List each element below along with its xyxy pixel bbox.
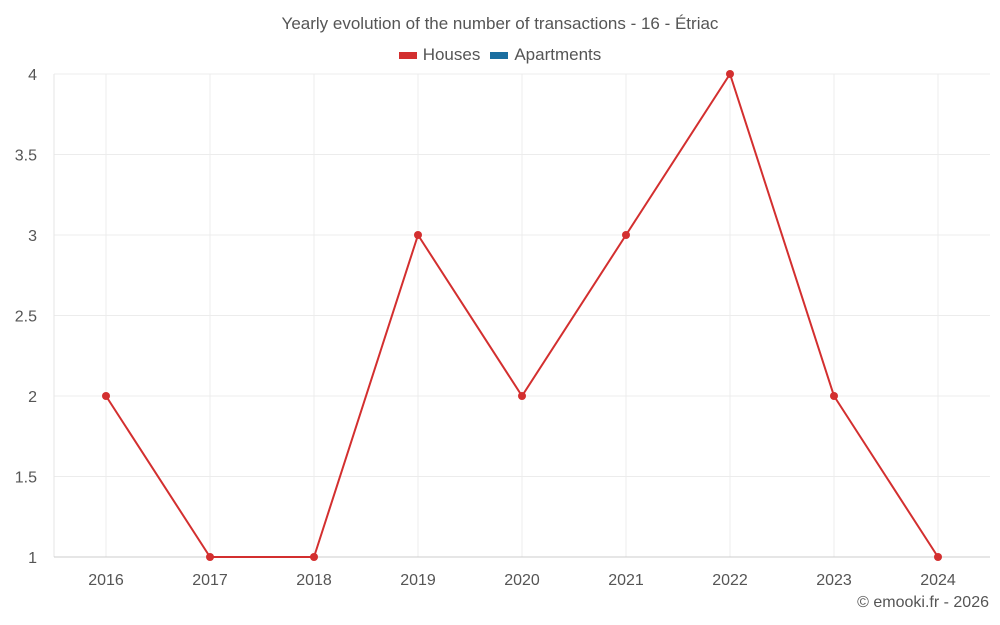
x-tick-label: 2021 (608, 572, 644, 589)
y-tick-label: 3 (28, 228, 37, 245)
y-tick-label: 3.5 (15, 148, 37, 165)
x-tick-label: 2023 (816, 572, 852, 589)
x-tick-label: 2017 (192, 572, 228, 589)
x-tick-label: 2018 (296, 572, 332, 589)
data-point (206, 553, 214, 561)
legend-label-apartments: Apartments (514, 45, 602, 64)
data-point (102, 392, 110, 400)
legend: Houses Apartments (0, 45, 1000, 65)
data-point (310, 553, 318, 561)
data-point (518, 392, 526, 400)
x-tick-label: 2022 (712, 572, 748, 589)
x-tick-label: 2019 (400, 572, 436, 589)
y-tick-label: 2.5 (15, 309, 37, 326)
data-point (830, 392, 838, 400)
chart-title: Yearly evolution of the number of transa… (281, 14, 719, 33)
x-tick-label: 2020 (504, 572, 540, 589)
legend-swatch-houses (398, 51, 417, 59)
x-tick-label: 2024 (920, 572, 956, 589)
y-tick-label: 4 (28, 67, 37, 84)
y-tick-label: 1.5 (15, 470, 37, 487)
credit-text: © emooki.fr - 2026 (857, 594, 989, 611)
legend-swatch-apartments (490, 51, 509, 59)
data-point (622, 231, 630, 239)
y-tick-label: 2 (28, 389, 37, 406)
x-tick-label: 2016 (88, 572, 124, 589)
legend-label-houses: Houses (422, 45, 481, 64)
data-point (726, 70, 734, 78)
data-point (414, 231, 422, 239)
legend-item-apartments[interactable]: Apartments (490, 45, 601, 65)
legend-item-houses[interactable]: Houses (398, 45, 481, 65)
y-tick-label: 1 (28, 550, 37, 567)
data-point (934, 553, 942, 561)
